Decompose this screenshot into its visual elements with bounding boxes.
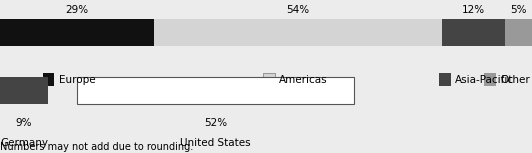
Bar [439, 73, 451, 86]
Text: United States: United States [180, 138, 251, 148]
Bar [263, 73, 275, 86]
Text: Other: Other [500, 75, 530, 85]
Bar [484, 73, 496, 86]
Text: 29%: 29% [65, 5, 89, 15]
Text: Europe: Europe [59, 75, 95, 85]
Text: 5%: 5% [510, 5, 527, 15]
Text: 54%: 54% [286, 5, 310, 15]
Bar [77, 77, 354, 104]
Bar [505, 19, 532, 46]
Text: Americas: Americas [279, 75, 328, 85]
Bar [442, 19, 505, 46]
Text: Numbers may not add due to rounding.: Numbers may not add due to rounding. [0, 142, 193, 152]
Bar [0, 77, 48, 104]
Bar [154, 19, 442, 46]
Text: 9%: 9% [15, 118, 32, 128]
Bar [43, 73, 54, 86]
Text: Asia-Pacific: Asia-Pacific [455, 75, 514, 85]
Bar [0, 19, 154, 46]
Text: Germany: Germany [0, 138, 48, 148]
Text: 12%: 12% [462, 5, 485, 15]
Text: 52%: 52% [204, 118, 227, 128]
